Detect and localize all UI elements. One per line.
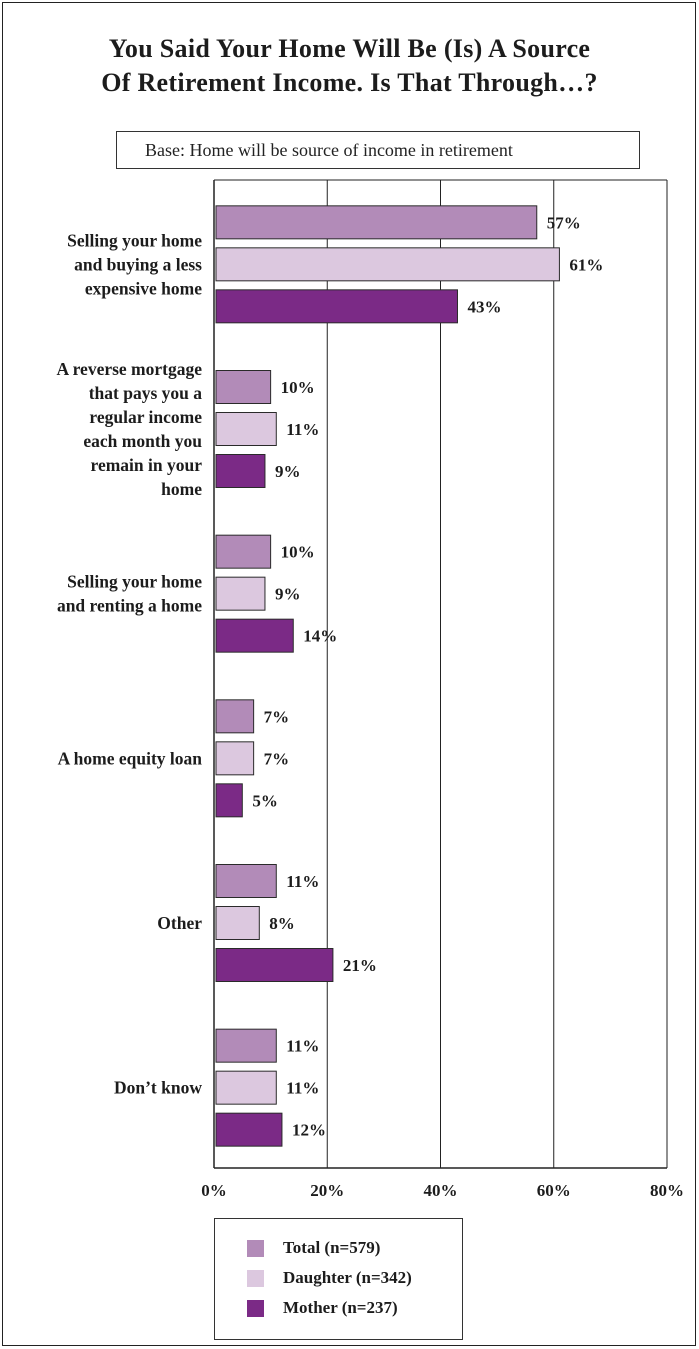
data-label-total-4: 11% (286, 872, 319, 891)
category-label-line: expensive home (85, 278, 202, 298)
category-label-line: and buying a less (74, 254, 202, 274)
data-label-mother-5: 12% (292, 1121, 326, 1140)
chart-title-line-2: Of Retirement Income. Is That Through…? (101, 68, 598, 97)
data-label-daughter-3: 7% (264, 749, 290, 768)
x-tick-label-20: 20% (310, 1181, 344, 1200)
bar-total-1 (215, 370, 272, 404)
bar-daughter-0 (215, 247, 560, 282)
legend: Total (n=579) Daughter (n=342) Mother (n… (214, 1218, 463, 1340)
data-label-total-0: 57% (547, 213, 581, 232)
data-label-total-3: 7% (264, 707, 290, 726)
bar-mother-2 (215, 618, 294, 653)
data-label-daughter-2: 9% (275, 585, 301, 604)
legend-swatch-daughter (247, 1269, 264, 1287)
bar-total-5 (215, 1028, 277, 1063)
data-label-total-1: 10% (281, 378, 315, 397)
category-label-line: remain in your (91, 455, 203, 475)
legend-label-total: Total (n=579) (283, 1238, 381, 1257)
category-label-2: Selling your home and renting a home (57, 572, 202, 616)
category-label-line: home (161, 479, 202, 499)
data-label-total-5: 11% (286, 1037, 319, 1056)
data-label-mother-1: 9% (275, 462, 301, 481)
bar-mother-4 (215, 948, 334, 982)
data-label-daughter-0: 61% (569, 255, 603, 274)
bar-daughter-4 (215, 906, 260, 940)
chart-title: You Said Your Home Will Be (Is) A Source… (10, 32, 689, 100)
bar-total-2 (215, 534, 272, 569)
bar-total-0 (215, 205, 538, 240)
legend-item-total: Total (n=579) (247, 1237, 380, 1259)
category-label-line: Don’t know (114, 1078, 202, 1098)
category-label-line: and renting a home (57, 596, 202, 616)
bar-mother-0 (215, 289, 458, 324)
data-label-daughter-1: 11% (286, 420, 319, 439)
x-tick-label-40: 40% (424, 1181, 458, 1200)
legend-item-mother: Mother (n=237) (247, 1297, 398, 1319)
x-tick-label-60: 60% (537, 1181, 571, 1200)
x-tick-label-80: 80% (650, 1181, 684, 1200)
bar-daughter-2 (215, 576, 266, 611)
category-label-4: Other (157, 913, 202, 933)
legend-item-daughter: Daughter (n=342) (247, 1267, 412, 1289)
bar-total-3 (215, 699, 255, 734)
category-label-3: A home equity loan (58, 748, 203, 768)
category-label-5: Don’t know (114, 1078, 202, 1098)
category-label-line: Selling your home (67, 230, 202, 250)
category-label-1: A reverse mortgage that pays you a regular… (57, 359, 203, 499)
x-tick-label-0: 0% (201, 1181, 227, 1200)
chart-title-line-1: You Said Your Home Will Be (Is) A Source (108, 34, 591, 63)
legend-swatch-mother (247, 1299, 264, 1317)
category-label-line: A home equity loan (58, 748, 203, 768)
data-label-daughter-4: 8% (269, 914, 295, 933)
legend-swatch-total (247, 1239, 264, 1257)
bar-mother-1 (215, 454, 266, 488)
category-label-line: Other (157, 913, 202, 933)
data-label-mother-4: 21% (343, 956, 377, 975)
category-label-line: regular income (89, 407, 202, 427)
legend-label-daughter: Daughter (n=342) (283, 1268, 412, 1287)
category-label-line: that pays you a (89, 383, 203, 403)
data-label-mother-2: 14% (303, 627, 337, 646)
bar-daughter-1 (215, 412, 277, 446)
base-note: Base: Home will be source of income in r… (116, 131, 640, 169)
category-label-line: each month you (83, 431, 202, 451)
legend-label-mother: Mother (n=237) (283, 1298, 398, 1317)
category-label-line: Selling your home (67, 572, 202, 592)
bar-daughter-3 (215, 741, 255, 776)
bar-mother-3 (215, 783, 243, 818)
bar-mother-5 (215, 1112, 283, 1147)
bar-daughter-5 (215, 1070, 277, 1105)
category-label-line: A reverse mortgage (57, 359, 203, 379)
data-label-mother-0: 43% (467, 297, 501, 316)
bar-total-4 (215, 864, 277, 898)
data-label-daughter-5: 11% (286, 1079, 319, 1098)
category-label-0: Selling your home and buying a less expens… (67, 230, 202, 298)
data-label-total-2: 10% (281, 543, 315, 562)
data-label-mother-3: 5% (252, 791, 278, 810)
